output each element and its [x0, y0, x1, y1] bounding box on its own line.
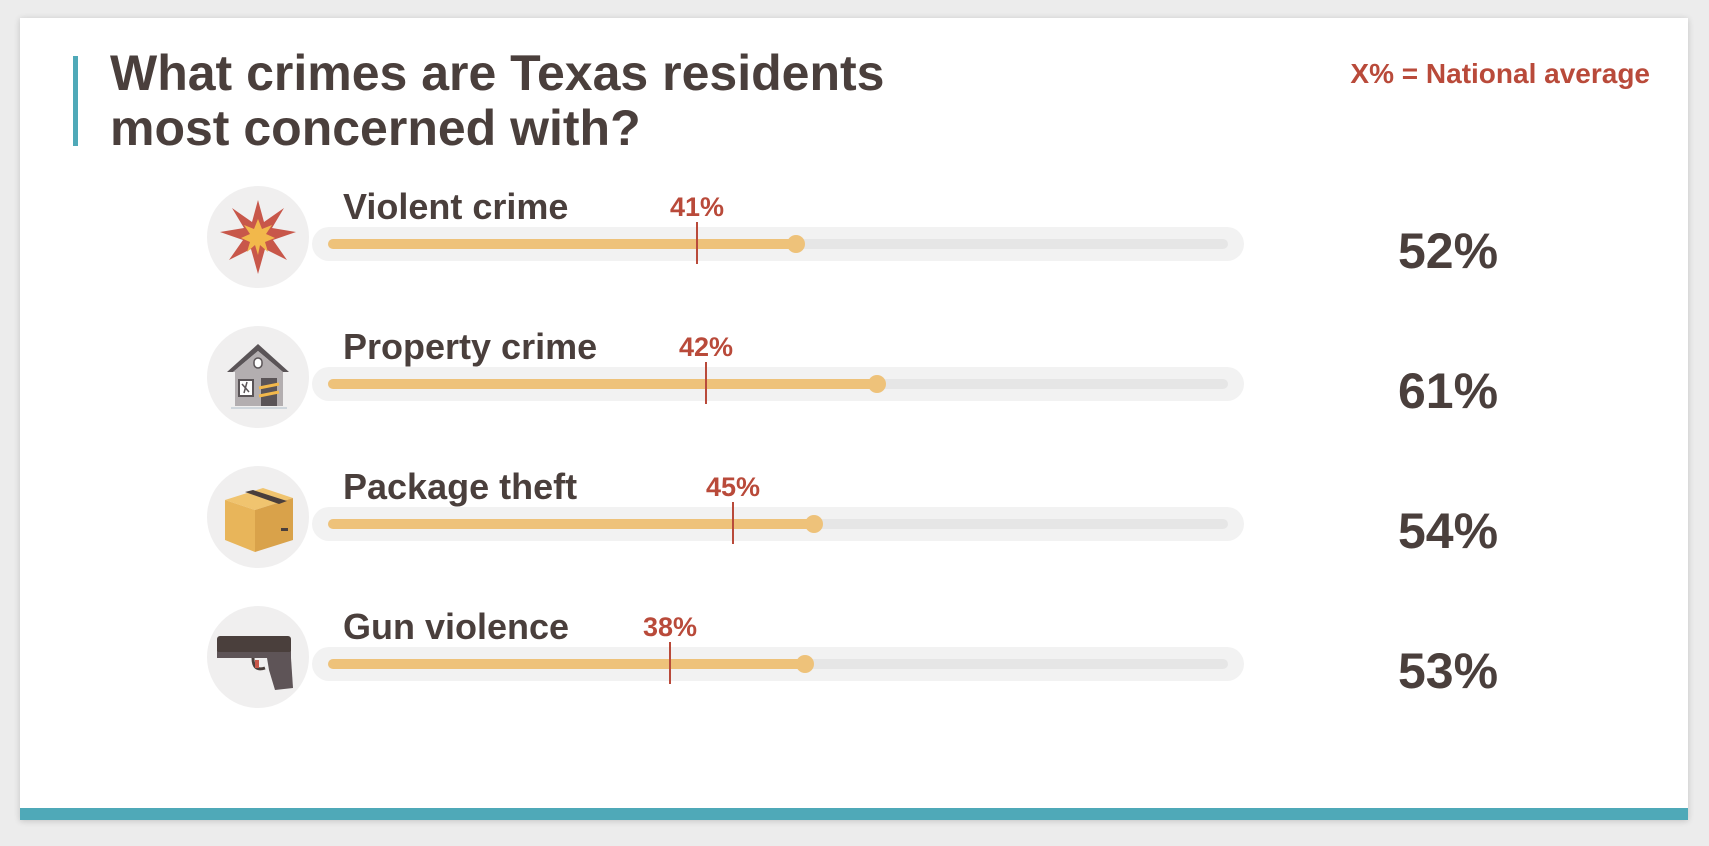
- bar-row: Gun violence 38% 53%: [20, 606, 1688, 716]
- category-label: Gun violence: [343, 606, 570, 647]
- bar-value: [328, 659, 805, 669]
- national-average-label: 42%: [679, 332, 733, 362]
- legend-national-average: X% = National average: [1350, 58, 1650, 89]
- bar-value: [328, 519, 814, 529]
- title-accent-bar: [73, 56, 78, 146]
- bar-track-svg: 38%: [312, 612, 1244, 684]
- value-label: 61%: [1398, 363, 1499, 419]
- bar-track-svg: 45%: [312, 472, 1244, 544]
- value-label: 54%: [1398, 503, 1499, 559]
- value-label: 52%: [1398, 223, 1499, 279]
- bar-row: Violent crime 41% 52%: [20, 186, 1688, 296]
- bar-value: [328, 239, 796, 249]
- bar-value: [328, 379, 877, 389]
- national-average-label: 38%: [643, 612, 697, 642]
- bar-end-marker: [787, 235, 805, 253]
- chart-title: What crimes are Texas residents most con…: [110, 45, 885, 156]
- bar-track-svg: 42%: [312, 332, 1244, 404]
- footer-accent-bar: [20, 808, 1688, 820]
- burglarized-house-icon: [207, 326, 309, 428]
- category-label: Package theft: [343, 466, 578, 507]
- explosion-icon: [207, 186, 309, 288]
- category-label: Violent crime: [343, 186, 569, 227]
- handgun-icon: [207, 606, 309, 708]
- value-label: 53%: [1398, 643, 1499, 699]
- package-box-icon: [207, 466, 309, 568]
- bar-end-marker: [868, 375, 886, 393]
- bar-end-marker: [796, 655, 814, 673]
- bar-row: Package theft 45% 54%: [20, 466, 1688, 576]
- bar-row: Property crime 42% 61%: [20, 326, 1688, 436]
- category-label: Property crime: [343, 326, 598, 367]
- national-average-label: 45%: [706, 472, 760, 502]
- national-average-label: 41%: [670, 192, 724, 222]
- chart-card: What crimes are Texas residents most con…: [20, 18, 1688, 820]
- bar-track-svg: 41%: [312, 192, 1244, 264]
- bar-end-marker: [805, 515, 823, 533]
